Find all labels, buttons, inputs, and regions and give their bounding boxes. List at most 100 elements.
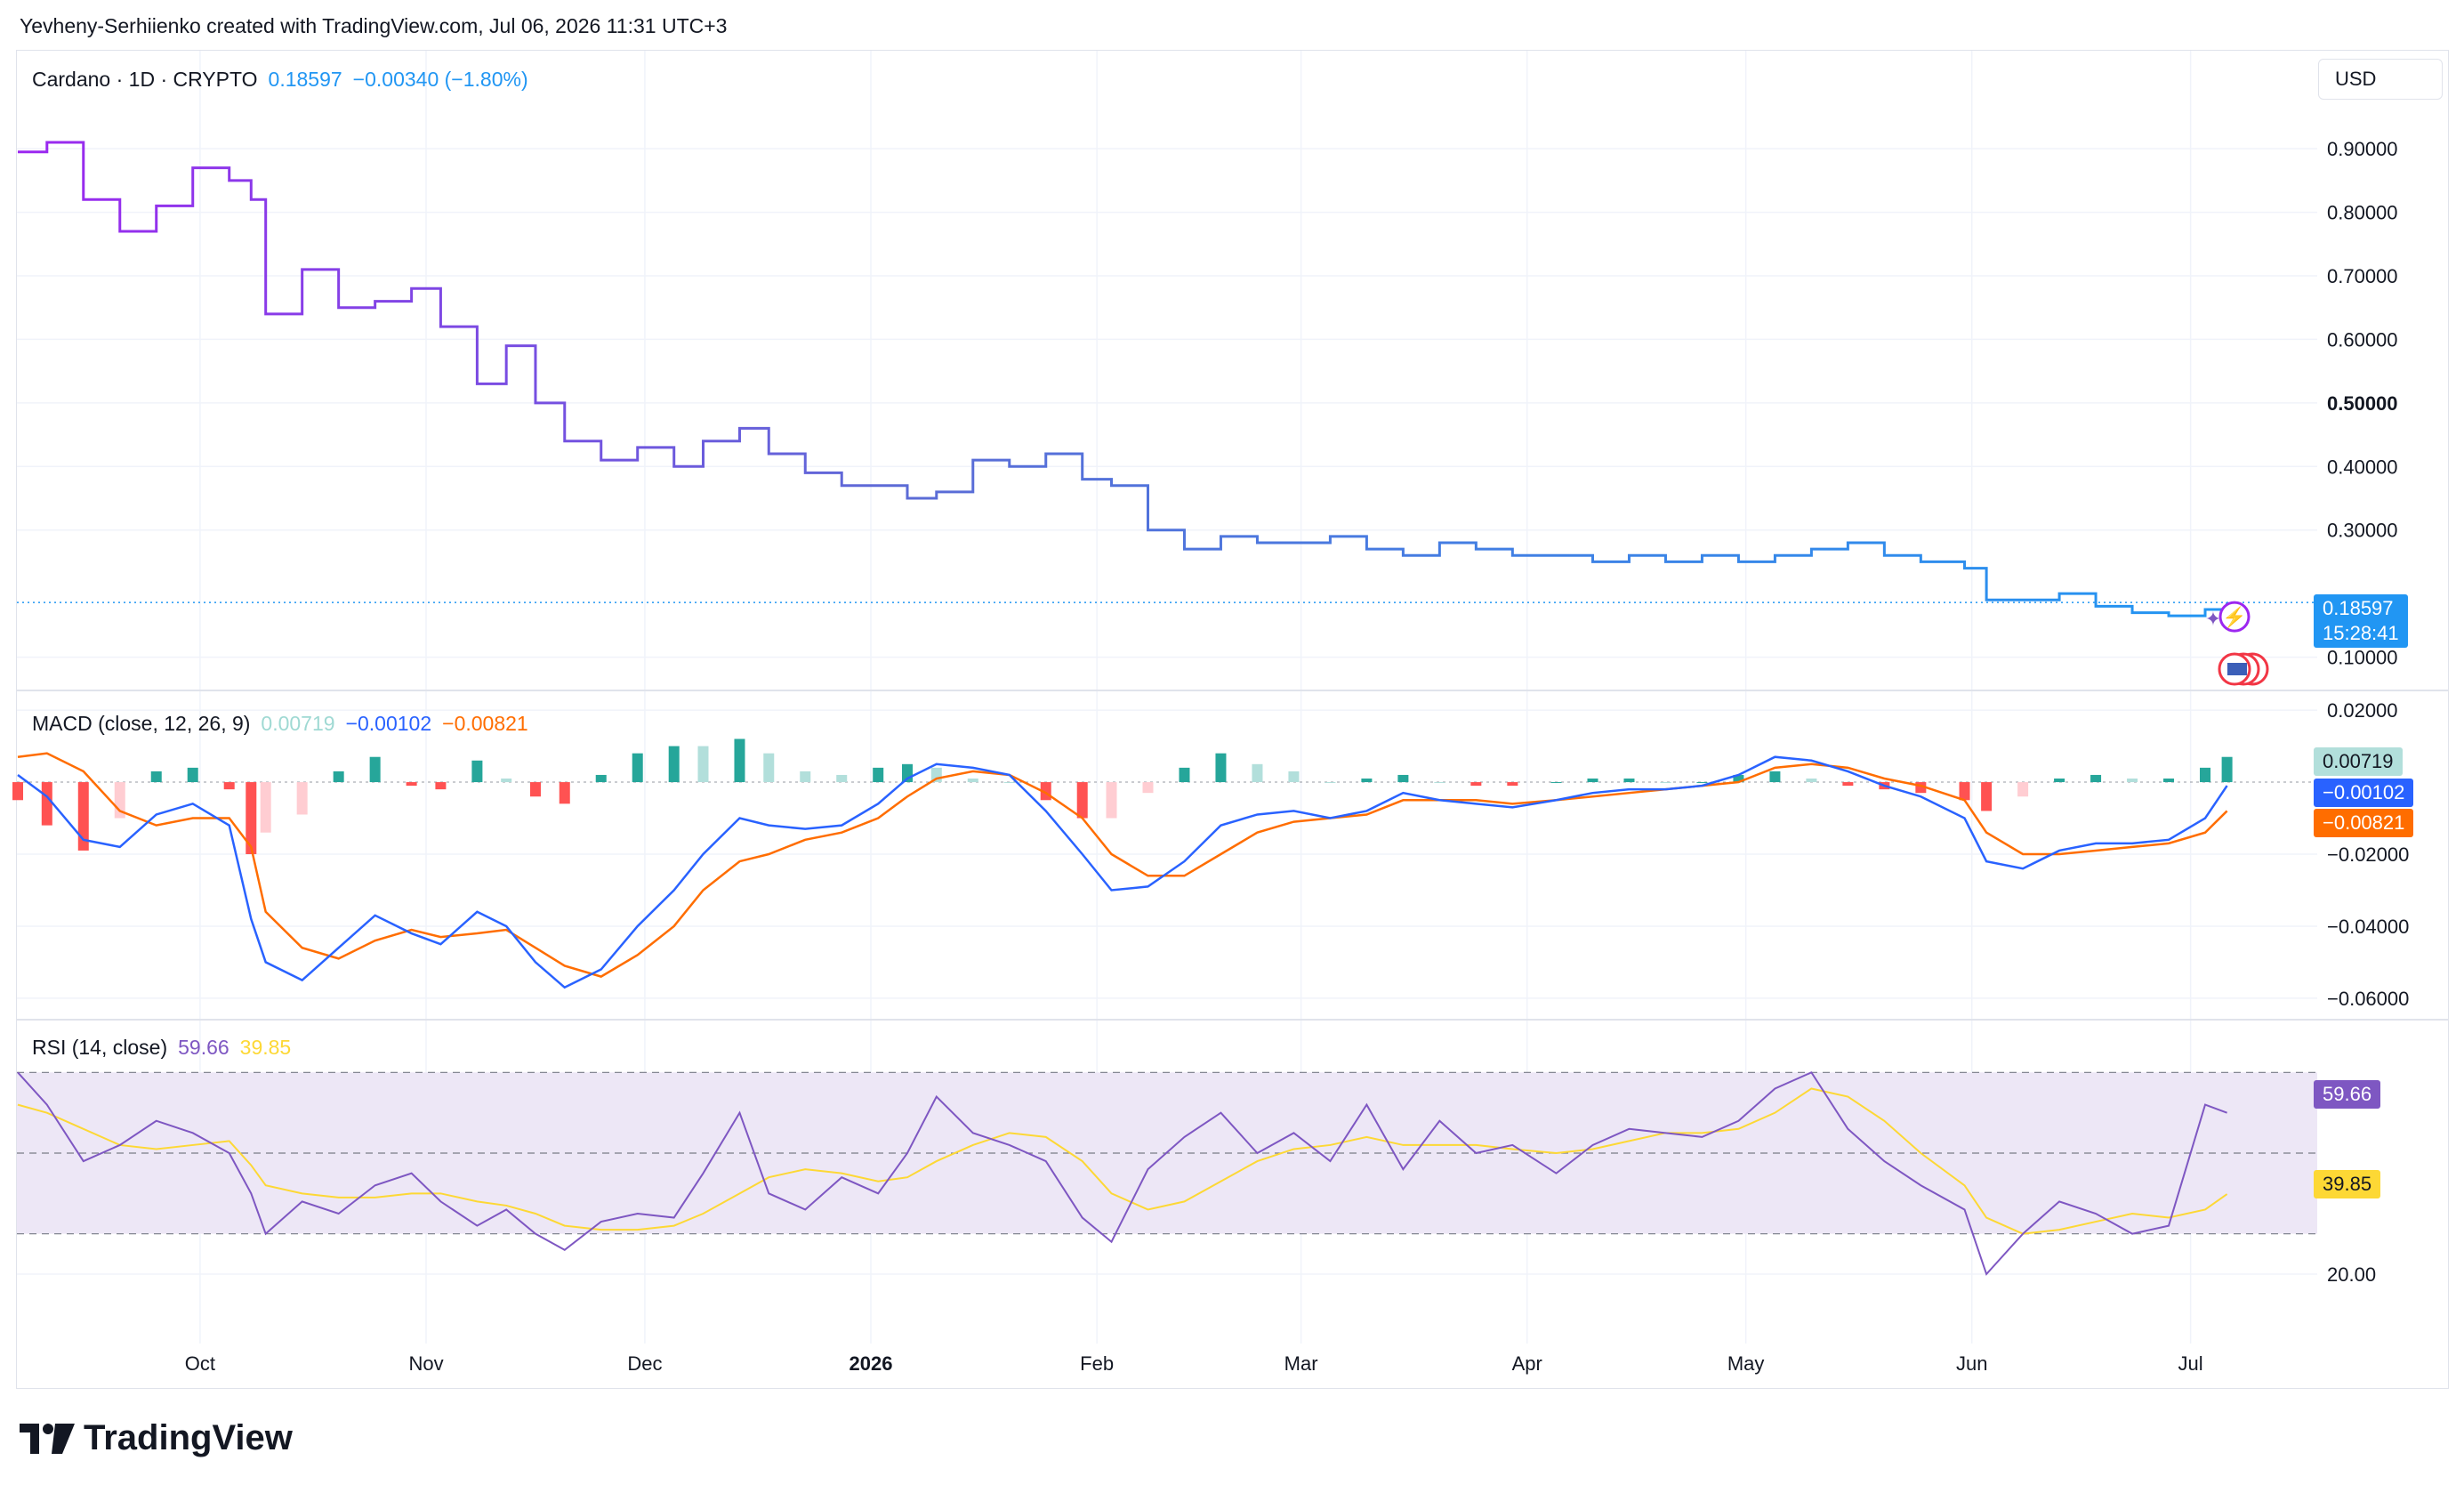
x-axis-labels: Oct Nov Dec 2026 Feb Mar Apr May Jun Jul [185,1352,2203,1375]
y-axis-labels: 0.90000 0.80000 0.70000 0.60000 0.50000 0.400… [2327,138,2409,1286]
price-tick-label: 0.80000 [2327,202,2398,224]
rsi-series [17,1071,2317,1276]
rsi-ma-line [17,1087,2228,1235]
macd-tick-label: −0.02000 [2327,843,2409,866]
macd-histogram-bar [369,756,381,783]
rsi-legend: RSI (14, close) 59.66 39.85 [32,1036,291,1060]
macd-histogram-bar [967,779,978,783]
macd-histogram-bar [41,782,52,826]
x-tick-label: Apr [1512,1352,1542,1375]
countdown: 15:28:41 [2323,622,2399,644]
macd-histogram-bar [1769,771,1781,783]
macd-histogram-bar [2221,756,2233,783]
rsi-ma-value: 39.85 [239,1036,292,1059]
macd-histogram-bar [2090,774,2102,783]
x-tick-label: Jun [1956,1352,1987,1375]
macd-histogram-bar [296,782,308,815]
macd-histogram-bar [1076,782,1088,819]
sparkle-icon: ✦ [2205,608,2221,630]
macd-histogram-bar [697,746,709,783]
pane-separators [17,690,2448,1021]
price-line [18,141,2229,617]
rsi-title: RSI (14, close) [32,1036,168,1059]
macd-histogram-bar [1470,782,1482,787]
macd-histogram-bar [1106,782,1117,819]
macd-histogram-bar [763,753,775,783]
macd-histogram-bar [1325,782,1336,784]
macd-histogram-bar [471,760,483,783]
macd-histogram-bar [595,774,607,783]
rsi-line [17,1071,2227,1276]
last-price: 0.18597 [268,68,342,91]
x-tick-label: Dec [627,1352,662,1375]
macd-tick-label: −0.04000 [2327,916,2409,938]
macd-histogram-bar [1842,782,1854,787]
macd-histogram-bar [1587,779,1598,783]
x-tick-label: Feb [1080,1352,1114,1375]
rsi-value: 59.66 [178,1036,229,1059]
macd-histogram-bar [1434,782,1445,784]
macd-histogram-bar [1806,779,1817,783]
price-badge-value: 0.18597 [2323,597,2394,619]
overlay-icons: ⚡✦ [2205,601,2269,686]
macd-histogram-bar [2127,779,2138,783]
price-tick-label: 0.50000 [2327,392,2398,415]
macd-histogram-bar [1252,763,1263,783]
rsi-ma-badge: 39.85 [2314,1170,2381,1198]
macd-histogram-bar [406,782,417,787]
macd-histogram-bar [2200,767,2211,783]
macd-histogram-bar [1507,782,1518,787]
grid-lines [17,51,2317,1344]
price-tick-label: 0.30000 [2327,520,2398,542]
macd-histogram-bar [246,782,257,854]
chart-frame [16,50,2449,1389]
price-badge: 0.18597 15:28:41 [2314,594,2408,648]
macd-histogram-bar [632,753,643,783]
currency-button[interactable]: USD [2318,59,2443,100]
macd-histogram-bar [668,746,680,783]
price-tick-label: 0.90000 [2327,138,2398,160]
macd-histogram-bar [800,771,811,783]
macd-hist-value: 0.00719 [261,712,335,735]
macd-histogram-bar [1288,771,1300,783]
price-tick-label: 0.60000 [2327,328,2398,351]
x-tick-label: Mar [1284,1352,1318,1375]
macd-histogram-bar [260,782,271,833]
price-series [17,141,2317,617]
lightning-glyph: ⚡ [2222,606,2246,629]
macd-histogram-bar [1660,782,1671,784]
macd-line-badge: −0.00102 [2314,779,2414,807]
macd-hist-badge: 0.00719 [2314,747,2403,776]
macd-histogram-bar [1733,774,1744,783]
macd-histogram-bar [150,771,162,783]
x-tick-label: Nov [408,1352,443,1375]
price-tick-label: 0.40000 [2327,456,2398,478]
us-flag-canton [2227,663,2247,675]
macd-tick-label: 0.02000 [2327,699,2398,722]
macd-histogram-bar [836,774,848,783]
macd-histogram-bar [333,771,344,783]
x-tick-label: Oct [185,1352,215,1375]
macd-histogram-bar [873,767,884,783]
macd-histogram-bar [77,782,89,851]
macd-series [12,738,2317,989]
macd-histogram-bar [1550,782,1562,784]
chart-credit: Yevheny-Serhiienko created with TradingV… [20,14,728,37]
macd-histogram-bar [187,767,198,783]
macd-signal-line [17,752,2228,978]
macd-histogram-bar [2054,779,2065,783]
tradingview-logo[interactable]: TradingView [20,1418,293,1458]
macd-line-value: −0.00102 [345,712,432,735]
macd-line [17,755,2228,989]
macd-histogram-bar [2163,779,2175,783]
macd-legend: MACD (close, 12, 26, 9) 0.00719 −0.00102… [32,712,528,736]
macd-histogram-bar [1397,774,1409,783]
x-tick-label: Jul [2178,1352,2203,1375]
lightning-icon [2218,601,2251,633]
x-tick-label: 2026 [850,1352,893,1375]
macd-histogram-bar [1179,767,1190,783]
price-change: −0.00340 (−1.80%) [352,68,528,91]
macd-histogram-bar [1215,753,1227,783]
macd-histogram-bar [435,782,447,790]
